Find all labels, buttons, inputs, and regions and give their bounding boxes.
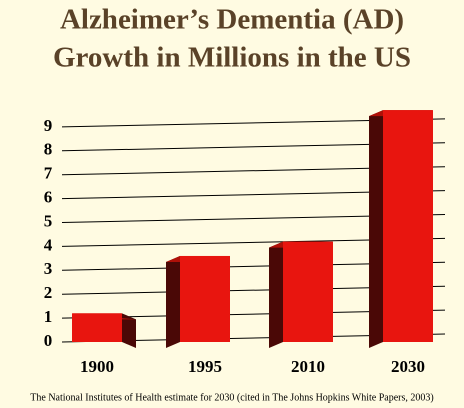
- bar-side: [269, 241, 283, 348]
- bar-side: [122, 313, 136, 348]
- x-tick-label: 1900: [80, 357, 114, 376]
- y-tick-label: 3: [44, 259, 53, 278]
- bar: [383, 110, 433, 342]
- y-tick-label: 6: [44, 188, 53, 207]
- y-tick-label: 8: [44, 140, 53, 159]
- bar-side: [166, 255, 180, 348]
- bar: [283, 241, 333, 342]
- chart-title: Alzheimer’s Dementia (AD): [60, 4, 404, 36]
- y-tick-label: 0: [44, 331, 53, 350]
- footnote: The National Institutes of Health estima…: [30, 392, 433, 403]
- y-tick-label: 9: [44, 116, 53, 135]
- bar-side: [369, 110, 383, 348]
- bar: [180, 255, 230, 342]
- y-tick-label: 5: [44, 211, 53, 230]
- chart-title: Growth in Millions in the US: [53, 42, 411, 74]
- y-tick-label: 1: [44, 307, 53, 326]
- x-tick-label: 1995: [188, 357, 222, 376]
- y-tick-label: 4: [44, 235, 53, 254]
- y-tick-label: 7: [44, 164, 53, 183]
- x-tick-label: 2030: [391, 357, 425, 376]
- x-tick-label: 2010: [291, 357, 325, 376]
- y-tick-label: 2: [44, 283, 53, 302]
- bar: [72, 313, 122, 342]
